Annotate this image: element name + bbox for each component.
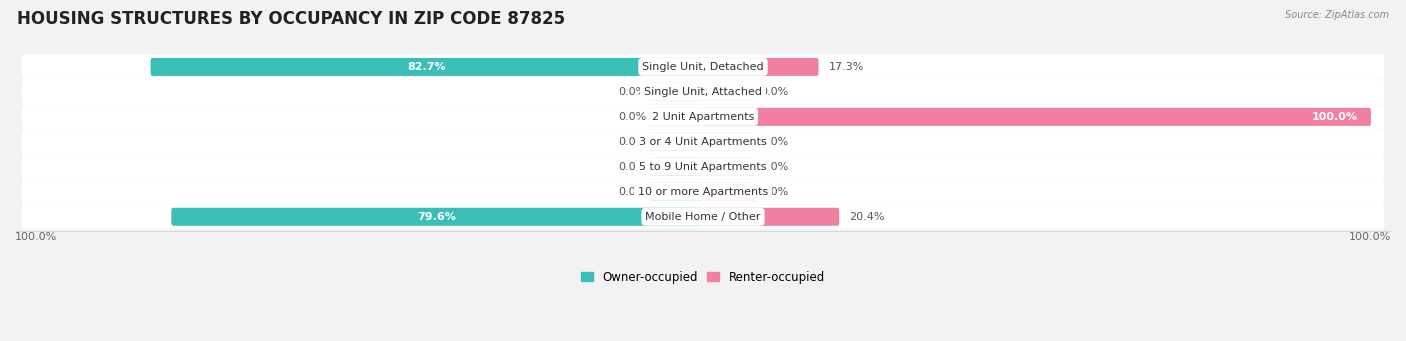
FancyBboxPatch shape: [703, 208, 839, 226]
Text: Single Unit, Attached: Single Unit, Attached: [644, 87, 762, 97]
Text: 100.0%: 100.0%: [1312, 112, 1358, 122]
FancyBboxPatch shape: [650, 108, 703, 126]
Text: HOUSING STRUCTURES BY OCCUPANCY IN ZIP CODE 87825: HOUSING STRUCTURES BY OCCUPANCY IN ZIP C…: [17, 10, 565, 28]
Text: Mobile Home / Other: Mobile Home / Other: [645, 212, 761, 222]
Text: 82.7%: 82.7%: [408, 62, 446, 72]
FancyBboxPatch shape: [21, 104, 1385, 129]
FancyBboxPatch shape: [703, 158, 756, 176]
FancyBboxPatch shape: [650, 183, 703, 201]
Text: 0.0%: 0.0%: [759, 162, 787, 172]
Text: 2 Unit Apartments: 2 Unit Apartments: [652, 112, 754, 122]
FancyBboxPatch shape: [172, 208, 703, 226]
FancyBboxPatch shape: [21, 129, 1385, 154]
Text: 0.0%: 0.0%: [619, 87, 647, 97]
FancyBboxPatch shape: [21, 204, 1385, 229]
Text: 100.0%: 100.0%: [15, 232, 58, 242]
FancyBboxPatch shape: [21, 154, 1385, 179]
Text: 0.0%: 0.0%: [759, 137, 787, 147]
Text: 20.4%: 20.4%: [849, 212, 884, 222]
Text: Source: ZipAtlas.com: Source: ZipAtlas.com: [1285, 10, 1389, 20]
FancyBboxPatch shape: [650, 133, 703, 151]
FancyBboxPatch shape: [21, 55, 1385, 79]
Text: 17.3%: 17.3%: [828, 62, 863, 72]
Text: 0.0%: 0.0%: [619, 112, 647, 122]
Text: 5 to 9 Unit Apartments: 5 to 9 Unit Apartments: [640, 162, 766, 172]
Text: 0.0%: 0.0%: [759, 187, 787, 197]
Text: 10 or more Apartments: 10 or more Apartments: [638, 187, 768, 197]
FancyBboxPatch shape: [21, 179, 1385, 204]
FancyBboxPatch shape: [703, 83, 756, 101]
FancyBboxPatch shape: [650, 158, 703, 176]
Text: 79.6%: 79.6%: [418, 212, 457, 222]
Text: 0.0%: 0.0%: [759, 87, 787, 97]
Text: 0.0%: 0.0%: [619, 137, 647, 147]
FancyBboxPatch shape: [703, 108, 1371, 126]
Text: Single Unit, Detached: Single Unit, Detached: [643, 62, 763, 72]
Text: 100.0%: 100.0%: [1348, 232, 1391, 242]
Legend: Owner-occupied, Renter-occupied: Owner-occupied, Renter-occupied: [576, 266, 830, 289]
FancyBboxPatch shape: [650, 83, 703, 101]
FancyBboxPatch shape: [703, 183, 756, 201]
FancyBboxPatch shape: [703, 58, 818, 76]
FancyBboxPatch shape: [150, 58, 703, 76]
FancyBboxPatch shape: [21, 79, 1385, 104]
Text: 0.0%: 0.0%: [619, 162, 647, 172]
Text: 3 or 4 Unit Apartments: 3 or 4 Unit Apartments: [640, 137, 766, 147]
Text: 0.0%: 0.0%: [619, 187, 647, 197]
FancyBboxPatch shape: [703, 133, 756, 151]
